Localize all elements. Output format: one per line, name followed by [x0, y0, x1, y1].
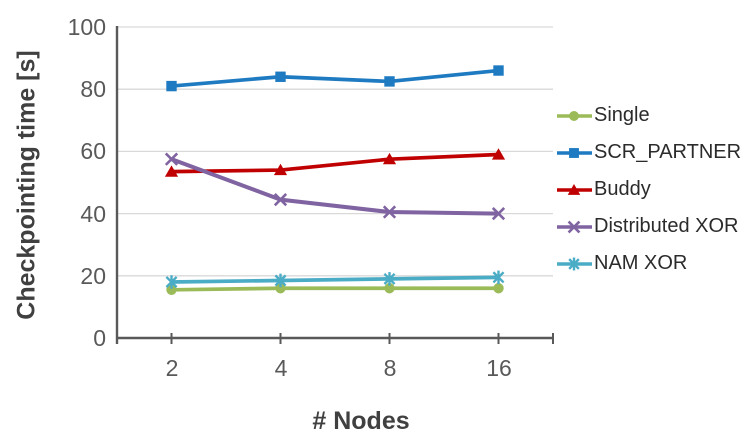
legend-label: SCR_PARTNER [594, 141, 742, 163]
y-tick-label: 80 [80, 76, 106, 102]
legend-item-distributed-xor: Distributed XOR [556, 208, 741, 245]
legend-item-scr-partner: SCR_PARTNER [556, 134, 741, 171]
legend-marker-icon [557, 147, 592, 158]
y-tick-label: 20 [80, 263, 106, 289]
legend-label: Buddy [594, 178, 651, 200]
legend-marker-icon [557, 220, 592, 233]
legend-label: Single [594, 104, 650, 126]
y-tick-label: 0 [93, 325, 106, 351]
legend-label: Distributed XOR [594, 215, 739, 237]
x-axis-title: # Nodes [312, 407, 410, 435]
x-tick-label: 16 [486, 355, 512, 381]
y-axis-title: Checkpointing time [s] [12, 50, 41, 320]
legend-item-buddy: Buddy [556, 171, 741, 208]
legend-marker-icon [557, 257, 592, 270]
y-tick-label: 60 [80, 138, 106, 164]
legend-label: NAM XOR [594, 252, 688, 274]
legend-marker-icon [557, 110, 592, 121]
x-tick-label: 4 [274, 355, 288, 381]
legend: Single SCR_PARTNER Buddy Distributed XOR… [556, 97, 741, 282]
y-tick-label: 100 [67, 14, 106, 40]
y-tick-label: 40 [80, 201, 106, 227]
legend-item-single: Single [556, 97, 741, 134]
legend-item-nam-xor: NAM XOR [556, 245, 741, 282]
x-tick-label: 2 [165, 355, 179, 381]
legend-marker-icon [557, 183, 592, 195]
x-tick-label: 8 [383, 355, 397, 381]
